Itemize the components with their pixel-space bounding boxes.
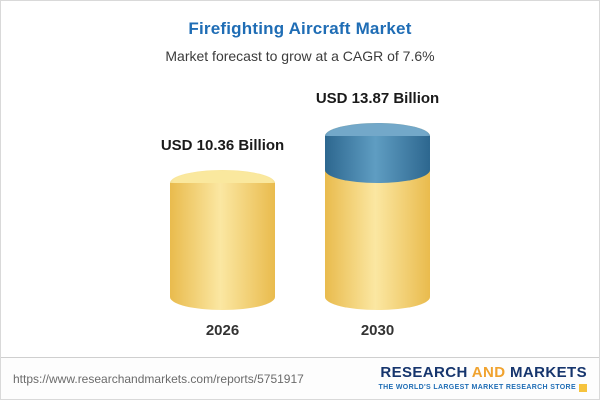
logo-word-research: RESEARCH bbox=[380, 364, 468, 382]
logo-wordmark: RESEARCH AND MARKETS bbox=[380, 365, 587, 382]
bar-2030 bbox=[325, 123, 430, 310]
chart-area: USD 10.36 Billion 2026 USD 13.87 Billion… bbox=[1, 90, 599, 339]
value-label-2030: USD 13.87 Billion bbox=[315, 90, 440, 107]
bar-group-2030: USD 13.87 Billion 2030 bbox=[316, 90, 439, 339]
logo-tagline-row: THE WORLD'S LARGEST MARKET RESEARCH STOR… bbox=[378, 383, 587, 392]
bar-group-2026: USD 10.36 Billion 2026 bbox=[161, 137, 284, 339]
bar-2030-growth-body bbox=[325, 136, 430, 183]
bar-2026 bbox=[170, 170, 275, 310]
value-label-2026: USD 10.36 Billion bbox=[160, 137, 285, 154]
logo-word-markets: MARKETS bbox=[510, 364, 587, 382]
logo-yellow-square-icon bbox=[579, 383, 587, 392]
research-and-markets-logo: RESEARCH AND MARKETS THE WORLD'S LARGEST… bbox=[378, 365, 587, 392]
footer-bar: https://www.researchandmarkets.com/repor… bbox=[1, 357, 599, 399]
bar-2030-growth-segment bbox=[325, 123, 430, 183]
logo-word-and: AND bbox=[471, 364, 506, 382]
report-url: https://www.researchandmarkets.com/repor… bbox=[13, 371, 304, 386]
bar-2026-body bbox=[170, 183, 275, 310]
logo-tagline: THE WORLD'S LARGEST MARKET RESEARCH STOR… bbox=[378, 384, 576, 392]
chart-subtitle: Market forecast to grow at a CAGR of 7.6… bbox=[165, 48, 435, 64]
year-label-2030: 2030 bbox=[360, 322, 395, 339]
chart-title: Firefighting Aircraft Market bbox=[188, 19, 412, 38]
year-label-2026: 2026 bbox=[205, 322, 240, 339]
